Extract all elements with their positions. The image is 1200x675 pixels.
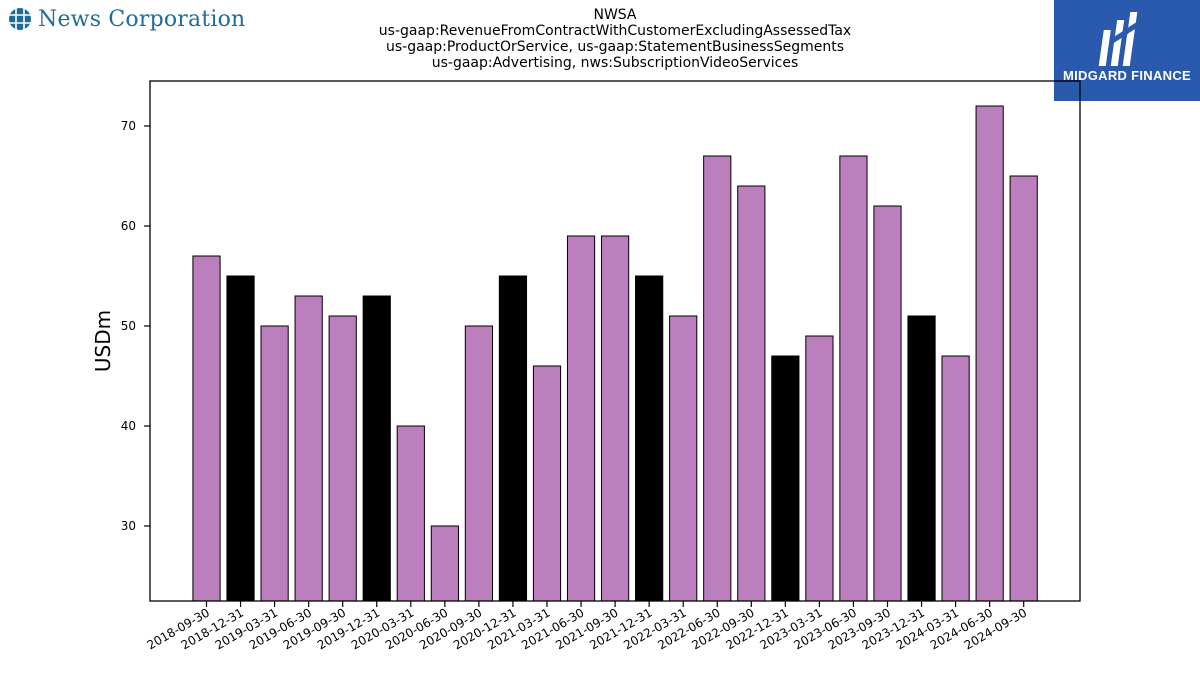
bar [396,425,425,602]
bar [907,315,936,602]
y-tick-label: 40 [121,419,136,433]
logo-text: MIDGARD FINANCE [1063,68,1191,83]
y-tick-label: 60 [121,219,136,233]
bar [192,255,221,602]
bar [669,315,698,602]
y-tick-label: 70 [121,119,136,133]
chart-title-line: us-gaap:Advertising, nws:SubscriptionVid… [431,55,799,71]
chart-title-line: us-gaap:RevenueFromContractWithCustomerE… [378,23,852,39]
bar [362,295,391,602]
midgard-logo: MIDGARD FINANCE [1054,0,1200,101]
chart-title: NWSA us-gaap:RevenueFromContractWithCust… [150,7,1080,71]
bar [941,355,970,602]
bar [328,315,357,602]
bar [566,235,596,602]
y-tick-label: 50 [121,319,136,333]
bar [601,235,630,602]
bar [226,275,255,602]
globe-grid-icon [9,8,31,30]
bar [294,295,323,602]
midgard-mark-icon [1098,12,1140,66]
bar [464,325,493,602]
bar [635,275,664,602]
bar [532,365,562,602]
bar [873,205,902,602]
bar [737,185,766,602]
chart-title-line: NWSA [593,7,637,23]
bar [975,105,1004,602]
brand: News Corporation [8,6,245,32]
bar [430,525,459,602]
bar [805,335,834,602]
bar [703,155,732,602]
chart-title-line: us-gaap:ProductOrService, us-gaap:Statem… [385,39,844,55]
bar [498,275,528,602]
brand-name: News Corporation [38,6,246,32]
bar [1009,175,1038,602]
bar [260,325,289,602]
bar [839,155,868,602]
bar [771,355,800,602]
y-tick-label: 30 [121,519,136,533]
y-axis-label: USDm [91,310,115,372]
